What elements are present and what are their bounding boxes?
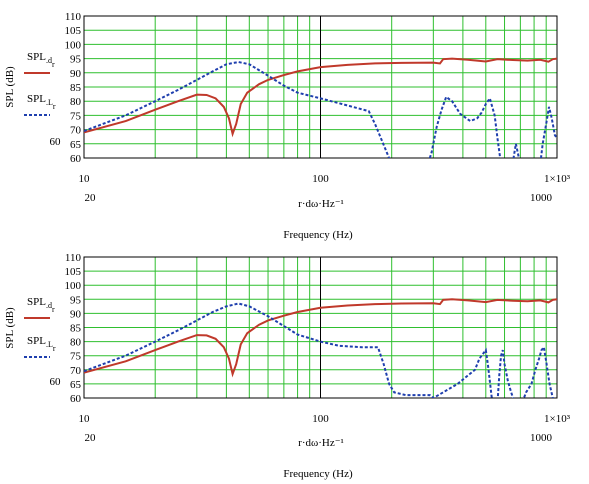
y-tick-label: 105 xyxy=(65,25,82,37)
series-line-SPL_d_r xyxy=(84,57,557,138)
x-tick-label: 100 xyxy=(312,413,329,425)
chart-bottom: 110 105 100 95 90 85 80 75 70 65 60 60 SPL (dB) 10 100… xyxy=(4,252,571,480)
y-tick-label: 90 xyxy=(70,308,82,320)
y-tick-label: 70 xyxy=(70,125,82,137)
x-axis-expression: r·dω·Hz⁻¹ xyxy=(298,198,344,210)
y-tick-label: 80 xyxy=(70,96,82,108)
x-tick-label: 10 xyxy=(79,413,91,425)
y-tick-label: 75 xyxy=(70,110,82,122)
x-tick-labels: 10 100 1×10³ 20 1000 xyxy=(79,173,571,204)
y-axis-label: SPL (dB) xyxy=(4,66,16,108)
y-tick-label: 95 xyxy=(70,294,82,306)
plot-frame xyxy=(83,256,558,399)
y-tick-label: 95 xyxy=(70,54,82,66)
y-tick-label: 110 xyxy=(65,252,82,264)
x-tick-label: 1×10³ xyxy=(544,173,571,185)
plot-frame xyxy=(83,15,558,159)
y-tick-label: 110 xyxy=(65,11,82,23)
legend-label: SPL.dr xyxy=(27,296,55,314)
y-tick-labels: 110 105 100 95 90 85 80 75 70 65 60 60 xyxy=(50,11,82,165)
legend-label: SPL.Lr xyxy=(27,93,56,111)
y-tick-label: 105 xyxy=(65,266,82,278)
y-tick-label: 75 xyxy=(70,351,82,363)
y-tick-label: 65 xyxy=(70,139,82,151)
y-tick-label: 60 xyxy=(70,153,82,165)
x-tick-label: 20 xyxy=(85,192,97,204)
y-tick-label-extra: 60 xyxy=(50,376,62,388)
x-tick-label: 10 xyxy=(79,173,91,185)
series-line-SPL_d_r xyxy=(84,298,557,378)
x-tick-label: 1000 xyxy=(530,432,553,444)
series-line-SPL_L_r xyxy=(84,302,554,398)
y-tick-label: 65 xyxy=(70,379,82,391)
y-tick-label: 60 xyxy=(70,393,82,405)
x-axis-label: Frequency (Hz) xyxy=(283,468,353,480)
legend: SPL.dr SPL.Lr xyxy=(24,296,56,358)
y-tick-label: 90 xyxy=(70,68,82,80)
y-tick-label-extra: 60 xyxy=(50,136,62,148)
y-tick-label: 85 xyxy=(70,323,82,335)
x-tick-labels: 10 100 1×10³ 20 1000 xyxy=(79,413,571,444)
y-tick-label: 85 xyxy=(70,82,82,94)
y-tick-label: 70 xyxy=(70,365,82,377)
x-tick-label: 100 xyxy=(312,173,329,185)
y-tick-label: 100 xyxy=(65,280,82,292)
legend: SPL.dr SPL.Lr xyxy=(24,51,56,116)
y-tick-label: 100 xyxy=(65,39,82,51)
x-tick-label: 1×10³ xyxy=(544,413,571,425)
x-tick-label: 1000 xyxy=(530,192,553,204)
y-tick-labels: 110 105 100 95 90 85 80 75 70 65 60 60 xyxy=(50,252,82,405)
chart-top: 110 105 100 95 90 85 80 75 70 65 60 60 SPL (dB) 10 100… xyxy=(4,11,571,241)
x-axis-expression: r·dω·Hz⁻¹ xyxy=(298,437,344,449)
x-axis-label: Frequency (Hz) xyxy=(283,229,353,241)
y-axis-label: SPL (dB) xyxy=(4,307,16,349)
legend-label: SPL.Lr xyxy=(27,335,56,353)
x-tick-label: 20 xyxy=(85,432,97,444)
y-tick-label: 80 xyxy=(70,337,82,349)
series-line-SPL_L_r xyxy=(84,60,557,158)
legend-label: SPL.dr xyxy=(27,51,55,69)
